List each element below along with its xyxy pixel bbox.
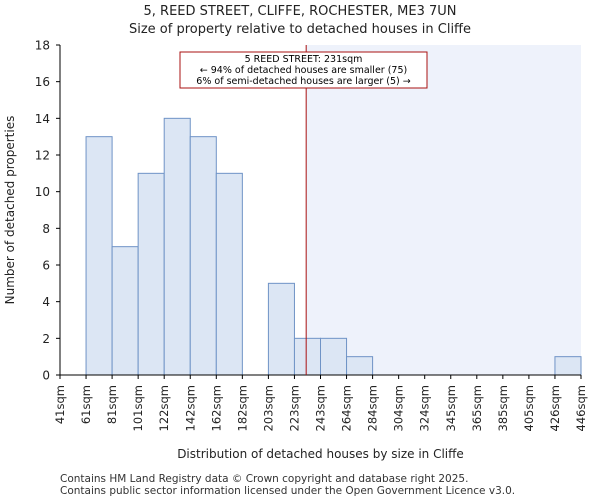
y-tick-label: 4	[42, 295, 50, 309]
bar-203sqm	[267, 282, 295, 376]
y-tick-label: 16	[35, 75, 50, 89]
annotation-box: 5 REED STREET: 231sqm ← 94% of detached …	[179, 51, 428, 89]
bar-61sqm	[85, 136, 113, 376]
x-tick-label: 264sqm	[340, 385, 354, 431]
footer-line-2: Contains public sector information licen…	[60, 485, 516, 497]
larger-region-shade	[306, 45, 581, 375]
bar-81sqm	[111, 246, 139, 376]
x-tick-label: 345sqm	[444, 385, 458, 431]
chart-title: 5, REED STREET, CLIFFE, ROCHESTER, ME3 7…	[143, 4, 457, 19]
y-tick-label: 12	[35, 149, 50, 163]
x-tick-label: 142sqm	[183, 385, 197, 431]
bar-162sqm	[215, 172, 243, 376]
x-tick-label: 365sqm	[470, 385, 484, 431]
x-tick-label: 61sqm	[79, 385, 93, 424]
y-tick-label: 2	[42, 332, 50, 346]
y-tick-label: 10	[35, 185, 50, 199]
bar-101sqm	[137, 172, 165, 376]
y-tick-label: 14	[35, 112, 50, 126]
bar-426sqm	[554, 356, 582, 376]
annotation-line-2: ← 94% of detached houses are smaller (75…	[200, 65, 407, 76]
footer-line-1: Contains HM Land Registry data © Crown c…	[60, 473, 469, 485]
x-tick-label: 426sqm	[548, 385, 562, 431]
bar-142sqm	[189, 136, 217, 376]
x-tick-label: 101sqm	[131, 385, 145, 431]
chart-subtitle: Size of property relative to detached ho…	[128, 22, 472, 37]
x-tick-label: 223sqm	[287, 385, 301, 431]
y-tick-label: 18	[35, 39, 50, 53]
bar-243sqm	[320, 337, 348, 376]
y-tick-label: 8	[42, 222, 50, 236]
x-tick-label: 446sqm	[574, 385, 588, 431]
y-tick-label: 0	[42, 369, 50, 383]
y-tick-label: 6	[42, 259, 50, 273]
x-tick-label: 324sqm	[418, 385, 432, 431]
x-tick-label: 405sqm	[522, 385, 536, 431]
x-axis-label: Distribution of detached houses by size …	[177, 447, 464, 461]
x-tick-label: 304sqm	[392, 385, 406, 431]
annotation-line-1: 5 REED STREET: 231sqm	[245, 54, 363, 65]
x-tick-label: 182sqm	[235, 385, 249, 431]
x-tick-label: 385sqm	[496, 385, 510, 431]
x-tick-label: 284sqm	[366, 385, 380, 431]
bar-264sqm	[346, 356, 374, 376]
x-tick-label: 41sqm	[53, 385, 67, 424]
annotation-line-3: 6% of semi-detached houses are larger (5…	[196, 76, 410, 87]
y-axis-label: Number of detached properties	[3, 116, 17, 305]
x-tick-label: 243sqm	[314, 385, 328, 431]
x-tick-label: 162sqm	[209, 385, 223, 431]
x-tick-label: 122sqm	[157, 385, 171, 431]
bar-223sqm	[293, 337, 322, 376]
x-tick-label: 81sqm	[105, 385, 119, 424]
bar-122sqm	[163, 117, 191, 376]
x-tick-label: 203sqm	[261, 385, 275, 431]
